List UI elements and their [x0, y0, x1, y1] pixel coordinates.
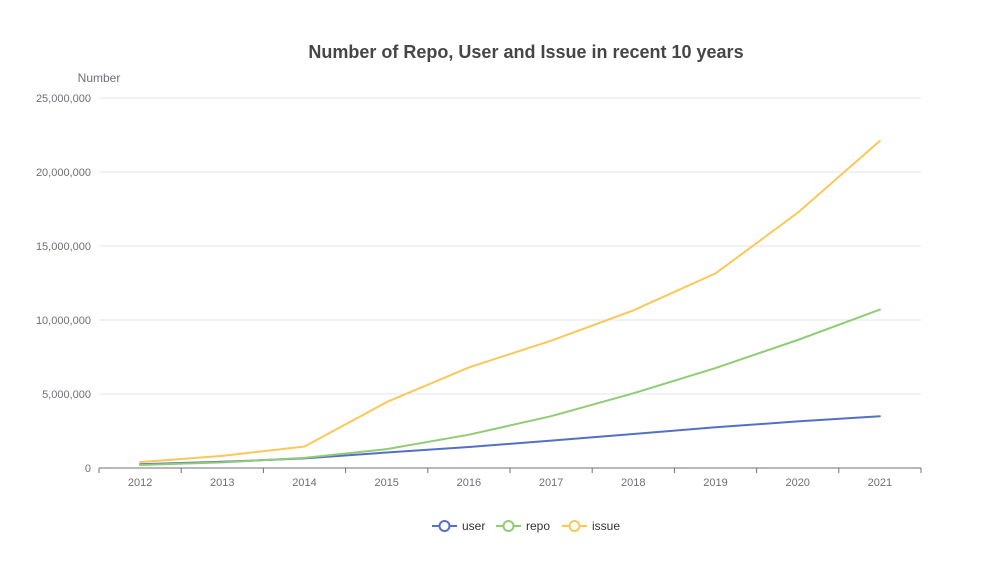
- data-point-user: [385, 450, 389, 454]
- y-tick-label: 20,000,000: [36, 167, 91, 179]
- legend-marker: [568, 520, 581, 532]
- data-point-user: [796, 419, 800, 423]
- data-point-repo: [878, 308, 882, 312]
- data-point-user: [549, 439, 553, 443]
- data-point-repo: [385, 447, 389, 451]
- series-line-user: [139, 415, 881, 466]
- legend[interactable]: user repo issue: [432, 519, 620, 533]
- legend-marker: [438, 520, 451, 532]
- data-point-repo: [631, 391, 635, 395]
- series-line-repo: [139, 308, 881, 466]
- data-point-issue: [303, 445, 307, 449]
- x-tick-label: 2012: [128, 477, 152, 489]
- y-axis-label: Number: [78, 71, 121, 85]
- x-tick-label: 2016: [457, 477, 481, 489]
- data-point-issue: [878, 139, 882, 143]
- data-point-user: [467, 445, 471, 449]
- grid: [99, 97, 921, 395]
- data-point-issue: [631, 308, 635, 312]
- series: [138, 139, 882, 466]
- y-tick-label: 15,000,000: [36, 241, 91, 253]
- y-tick-label: 10,000,000: [36, 315, 91, 327]
- legend-item-user[interactable]: user: [432, 519, 485, 533]
- legend-item-repo[interactable]: repo: [496, 519, 550, 533]
- data-point-repo: [303, 456, 307, 460]
- series-line-issue: [139, 139, 881, 464]
- x-tick-label: 2020: [785, 477, 809, 489]
- data-point-issue: [385, 400, 389, 404]
- y-tick-label: 5,000,000: [42, 389, 91, 401]
- y-tick-label: 0: [85, 463, 91, 475]
- data-point-repo: [549, 414, 553, 418]
- data-point-issue: [549, 339, 553, 343]
- y-tick-label: 25,000,000: [36, 93, 91, 105]
- data-point-issue: [138, 460, 142, 464]
- data-point-user: [631, 432, 635, 436]
- x-tick-label: 2018: [621, 477, 645, 489]
- x-tick-label: 2019: [703, 477, 727, 489]
- x-tick-label: 2013: [210, 477, 234, 489]
- legend-label: user: [462, 519, 485, 533]
- x-tick-label: 2015: [374, 477, 398, 489]
- data-point-repo: [220, 460, 224, 464]
- legend-label: repo: [526, 519, 550, 533]
- data-point-issue: [220, 454, 224, 458]
- data-point-repo: [796, 338, 800, 342]
- x-axis-ticks: 2012 2013 2014 2015 2016 2017 2018 2019 2020 2021: [128, 477, 892, 489]
- legend-marker: [502, 520, 515, 532]
- data-point-repo: [467, 433, 471, 437]
- chart-title: Number of Repo, User and Issue in recent…: [308, 42, 743, 62]
- x-tick-label: 2021: [868, 477, 892, 489]
- y-axis-ticks: 0 5,000,000 10,000,000 15,000,000 20,000,000…: [36, 93, 91, 475]
- x-axis: [98, 467, 922, 473]
- legend-item-issue[interactable]: issue: [562, 519, 620, 533]
- data-point-repo: [714, 366, 718, 370]
- data-point-user: [714, 425, 718, 429]
- legend-label: issue: [592, 519, 620, 533]
- x-tick-label: 2017: [539, 477, 563, 489]
- data-point-user: [878, 414, 882, 418]
- data-point-issue: [467, 365, 471, 369]
- x-tick-label: 2014: [292, 477, 316, 489]
- data-point-issue: [714, 271, 718, 275]
- data-point-issue: [796, 211, 800, 215]
